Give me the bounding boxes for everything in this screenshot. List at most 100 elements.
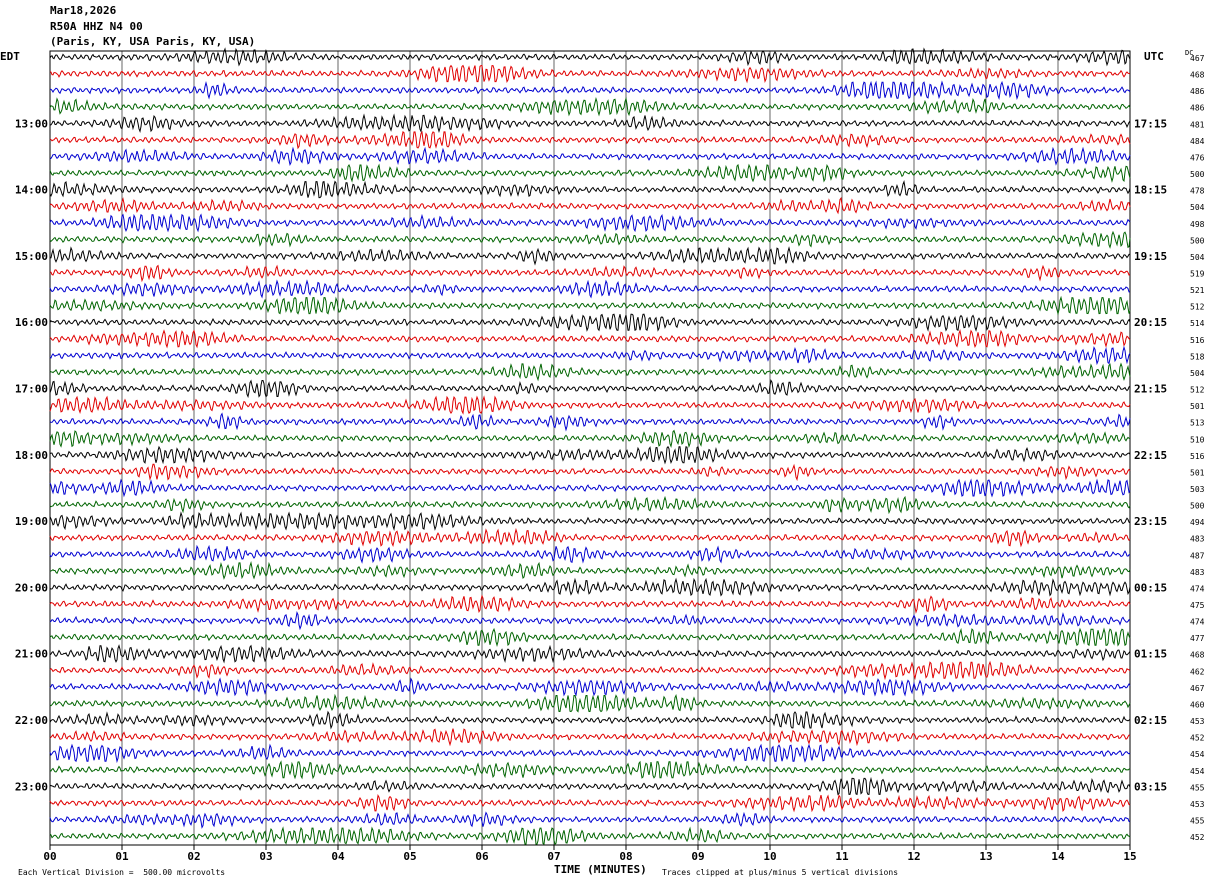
x-tick-label: 12: [907, 850, 920, 863]
dc-offset-value: 467: [1190, 54, 1205, 63]
edt-hour-label: 13:00: [15, 117, 48, 130]
x-axis-title: TIME (MINUTES): [554, 863, 647, 876]
dc-offset-value: 484: [1190, 137, 1205, 146]
seismic-trace: [49, 577, 1131, 597]
dc-offset-value: 501: [1190, 468, 1205, 477]
dc-offset-value: 477: [1190, 634, 1205, 643]
dc-offset-value: 454: [1190, 750, 1205, 759]
seismic-trace: [49, 295, 1131, 316]
x-tick-label: 03: [259, 850, 272, 863]
x-tick-label: 15: [1123, 850, 1136, 863]
edt-hour-label: 17:00: [15, 383, 48, 396]
clip-note: Traces clipped at plus/minus 5 vertical …: [662, 868, 899, 877]
dc-offset-value: 487: [1190, 551, 1205, 560]
edt-hour-label: 14:00: [15, 184, 48, 197]
edt-hour-label: 18:00: [15, 449, 48, 462]
utc-hour-label: 01:15: [1134, 648, 1167, 661]
x-tick-label: 09: [691, 850, 704, 863]
dc-offset-value: 486: [1190, 104, 1205, 113]
seismic-trace: [49, 743, 1131, 764]
seismic-trace: [49, 511, 1131, 532]
dc-offset-value: 512: [1190, 386, 1205, 395]
seismic-trace: [49, 610, 1131, 631]
dc-offset-value: 514: [1190, 319, 1205, 328]
dc-offset-value: 452: [1190, 833, 1205, 842]
dc-offset-value: 510: [1190, 435, 1205, 444]
x-tick-label: 06: [475, 850, 489, 863]
seismic-trace: [49, 544, 1130, 564]
dc-offset-value: 516: [1190, 452, 1205, 461]
x-tick-label: 08: [619, 850, 632, 863]
seismic-trace: [49, 693, 1131, 713]
seismic-trace: [49, 246, 1131, 266]
x-tick-label: 11: [835, 850, 849, 863]
dc-offset-value: 455: [1190, 817, 1205, 826]
seismic-trace: [49, 96, 1131, 117]
x-tick-label: 04: [331, 850, 345, 863]
seismic-trace: [49, 794, 1131, 813]
edt-hour-label: 23:00: [15, 780, 48, 793]
seismic-trace: [49, 264, 1131, 283]
seismic-trace: [49, 561, 1131, 580]
utc-hour-label: 18:15: [1134, 184, 1167, 197]
utc-hour-label: 17:15: [1134, 117, 1167, 130]
seismic-trace: [49, 760, 1131, 780]
utc-hour-label: 02:15: [1134, 714, 1167, 727]
dc-offset-value: 500: [1190, 170, 1205, 179]
utc-hour-label: 22:15: [1134, 449, 1167, 462]
seismic-trace: [49, 429, 1131, 449]
dc-offset-value: 503: [1190, 485, 1205, 494]
dc-offset-value: 483: [1190, 535, 1205, 544]
dc-offset-value: 504: [1190, 203, 1205, 212]
utc-hour-label: 19:15: [1134, 250, 1167, 263]
chart-date: Mar18,2026: [50, 4, 117, 17]
x-tick-label: 01: [115, 850, 129, 863]
seismic-trace: [49, 279, 1131, 299]
dc-label: DC: [1185, 49, 1194, 57]
seismic-trace: [49, 47, 1131, 67]
seismic-trace: [49, 379, 1131, 399]
x-tick-label: 14: [1051, 850, 1065, 863]
scale-note: Each Vertical Division = 500.00 microvol…: [18, 868, 226, 877]
dc-offset-value: 486: [1190, 87, 1205, 96]
dc-offset-value: 498: [1190, 220, 1205, 229]
seismic-trace: [49, 826, 1131, 846]
dc-offset-value: 478: [1190, 187, 1205, 196]
dc-offset-value: 452: [1190, 734, 1205, 743]
dc-offset-value: 483: [1190, 568, 1205, 577]
dc-offset-value: 475: [1190, 601, 1205, 610]
dc-offset-value: 519: [1190, 269, 1205, 278]
dc-offset-value: 513: [1190, 419, 1205, 428]
seismic-trace: [49, 527, 1131, 548]
dc-offset-value: 504: [1190, 253, 1205, 262]
dc-offset-value: 500: [1190, 236, 1205, 245]
seismic-trace: [49, 677, 1131, 697]
x-tick-label: 02: [187, 850, 200, 863]
seismic-trace: [49, 776, 1131, 796]
dc-offset-value: 454: [1190, 767, 1205, 776]
dc-offset-value: 474: [1190, 618, 1205, 627]
edt-hour-label: 20:00: [15, 581, 48, 594]
dc-offset-value: 453: [1190, 717, 1205, 726]
seismic-trace: [49, 213, 1131, 233]
dc-offset-value: 516: [1190, 336, 1205, 345]
utc-hour-label: 20:15: [1134, 316, 1167, 329]
seismic-trace: [49, 627, 1131, 648]
seismic-trace: [49, 163, 1131, 183]
right-timezone-label: UTC: [1144, 50, 1164, 63]
dc-offset-value: 500: [1190, 502, 1205, 511]
dc-offset-value: 453: [1190, 800, 1205, 809]
dc-offset-value: 460: [1190, 700, 1205, 709]
station-location: (Paris, KY, USA Paris, KY, USA): [50, 35, 256, 48]
edt-hour-label: 16:00: [15, 316, 48, 329]
seismic-trace: [49, 811, 1131, 829]
seismic-trace: [49, 728, 1131, 747]
dc-offset-value: 512: [1190, 303, 1205, 312]
seismic-trace: [49, 495, 1131, 515]
seismic-trace: [49, 64, 1131, 84]
dc-offset-value: 462: [1190, 667, 1205, 676]
x-tick-label: 00: [43, 850, 56, 863]
dc-offset-value: 501: [1190, 402, 1205, 411]
seismic-trace: [49, 362, 1131, 382]
